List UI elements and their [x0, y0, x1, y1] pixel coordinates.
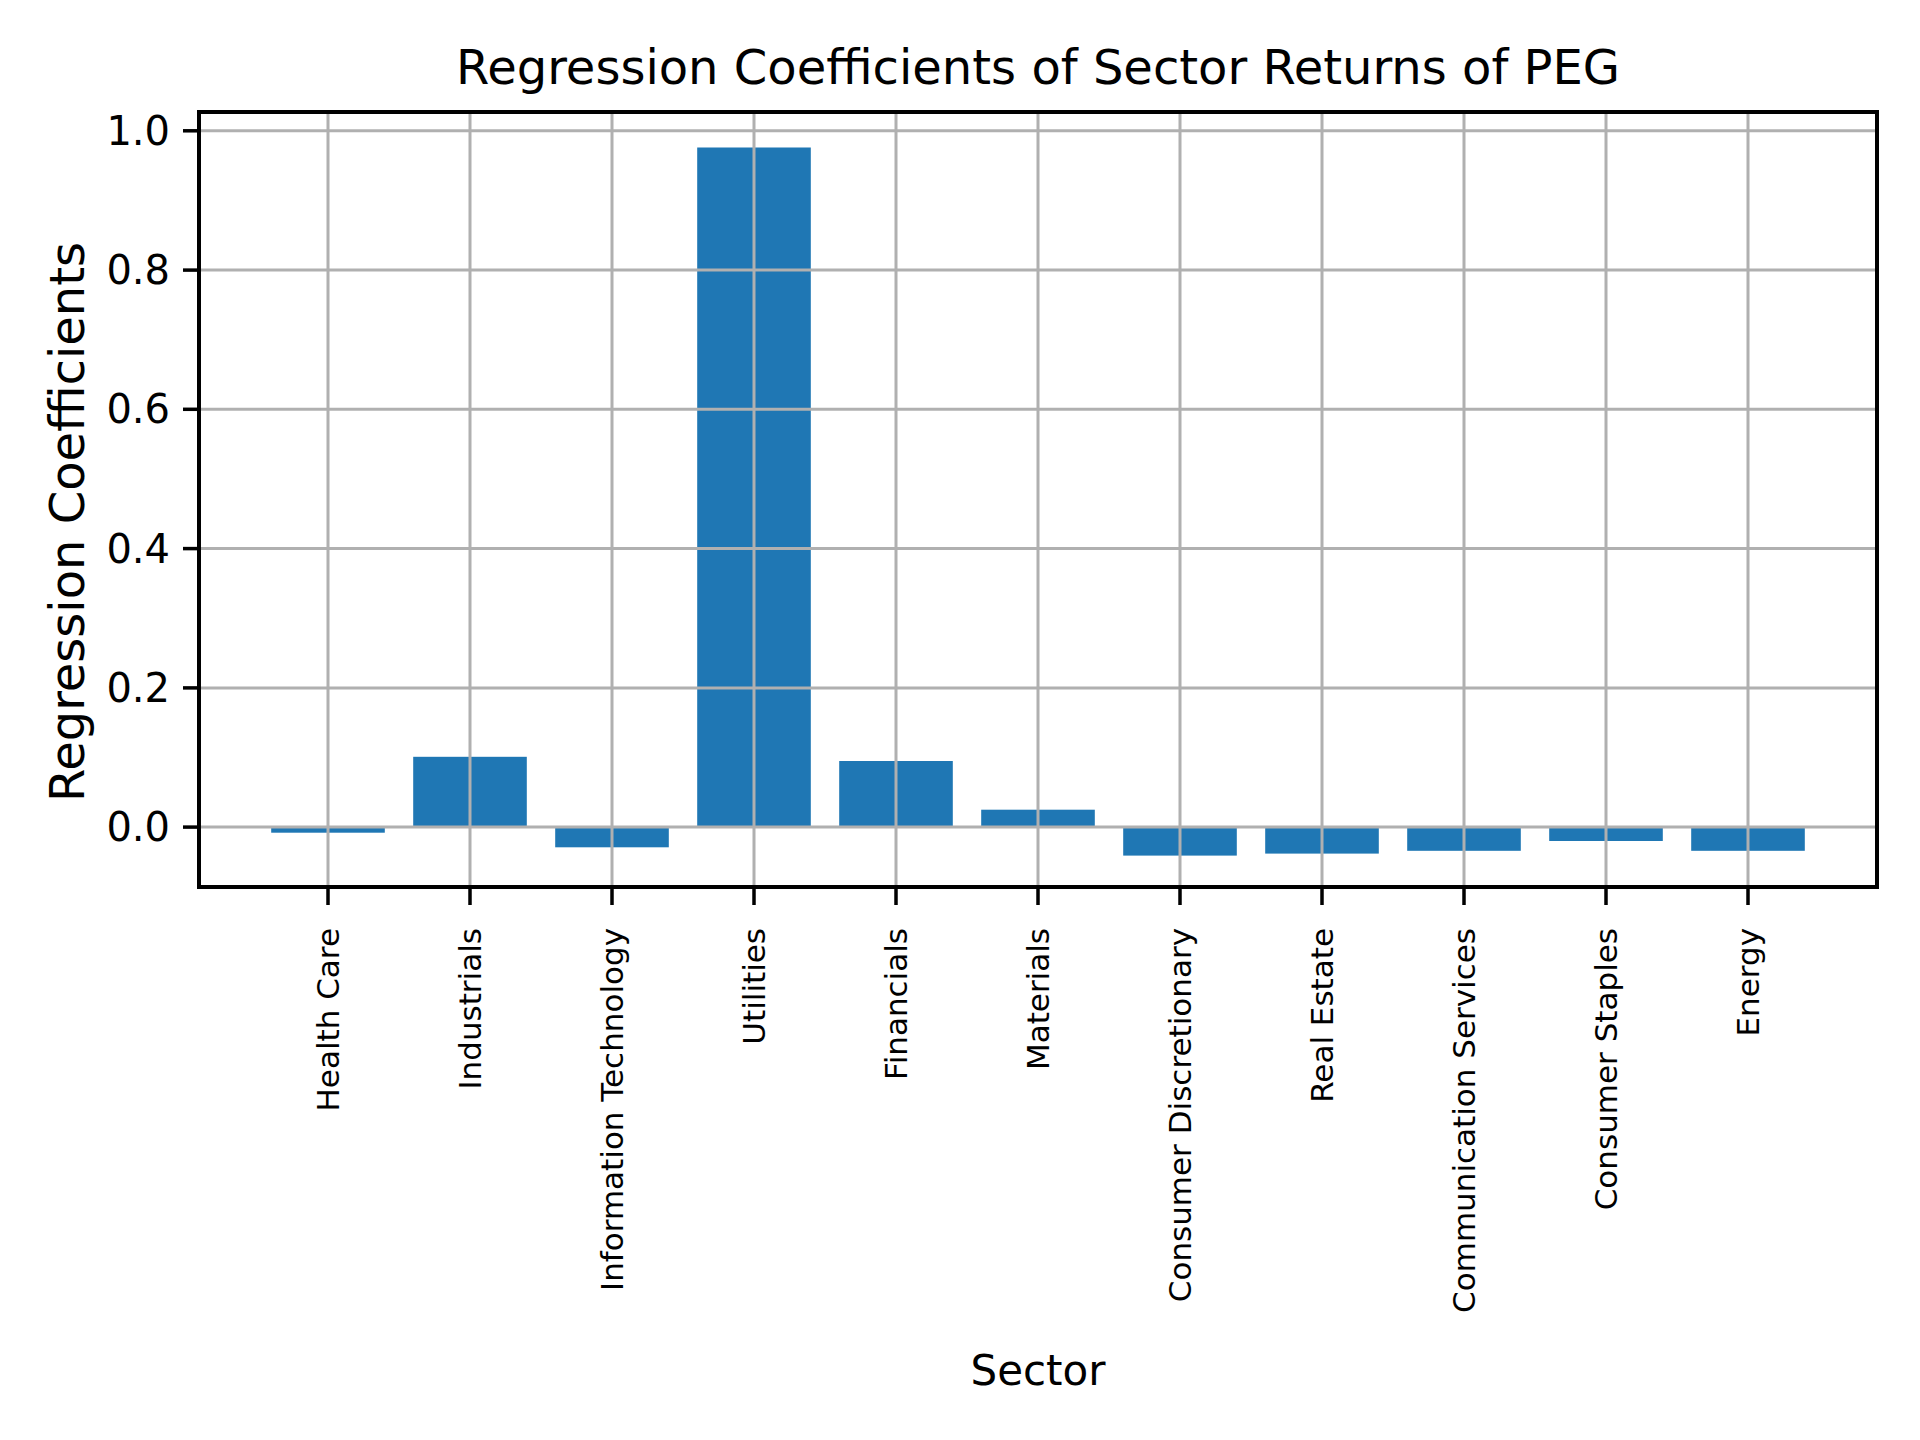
bar-chart-svg: 0.0 0.2 0.4 0.6 0.8 1.0 Health Care Industrials… — [0, 0, 1920, 1440]
y-tick-label-1.0: 1.0 — [106, 108, 170, 154]
x-tick-label-energy: Energy — [1730, 928, 1766, 1037]
x-tick-label-materials: Materials — [1020, 928, 1056, 1070]
x-tick-label-utilities: Utilities — [736, 928, 772, 1045]
x-tick-label-real-estate: Real Estate — [1304, 928, 1340, 1103]
x-tick-label-financials: Financials — [878, 928, 914, 1080]
y-axis-title: Regression Coefficients — [39, 242, 95, 802]
x-tick-label-communication-services: Communication Services — [1446, 928, 1482, 1313]
y-tick-label-0.6: 0.6 — [106, 386, 170, 432]
x-tick-label-consumer-discretionary: Consumer Discretionary — [1162, 928, 1198, 1302]
x-tick-label-information-technology: Information Technology — [594, 928, 630, 1291]
x-tick-label-consumer-staples: Consumer Staples — [1588, 928, 1624, 1210]
y-tick-label-0.0: 0.0 — [106, 804, 170, 850]
chart-layers: 0.0 0.2 0.4 0.6 0.8 1.0 Health Care Industrials… — [106, 108, 1877, 1313]
y-tick-label-0.8: 0.8 — [106, 247, 170, 293]
x-tick-label-health-care: Health Care — [310, 928, 346, 1111]
x-axis-title: Sector — [970, 1346, 1106, 1395]
figure-canvas: 0.0 0.2 0.4 0.6 0.8 1.0 Health Care Industrials… — [0, 0, 1920, 1440]
chart-title: Regression Coefficients of Sector Return… — [456, 39, 1620, 95]
tick-labels-group: 0.0 0.2 0.4 0.6 0.8 1.0 Health Care Industrials… — [106, 108, 1766, 1313]
x-tick-label-industrials: Industrials — [452, 928, 488, 1090]
y-tick-label-0.2: 0.2 — [106, 665, 170, 711]
y-tick-label-0.4: 0.4 — [106, 526, 170, 572]
